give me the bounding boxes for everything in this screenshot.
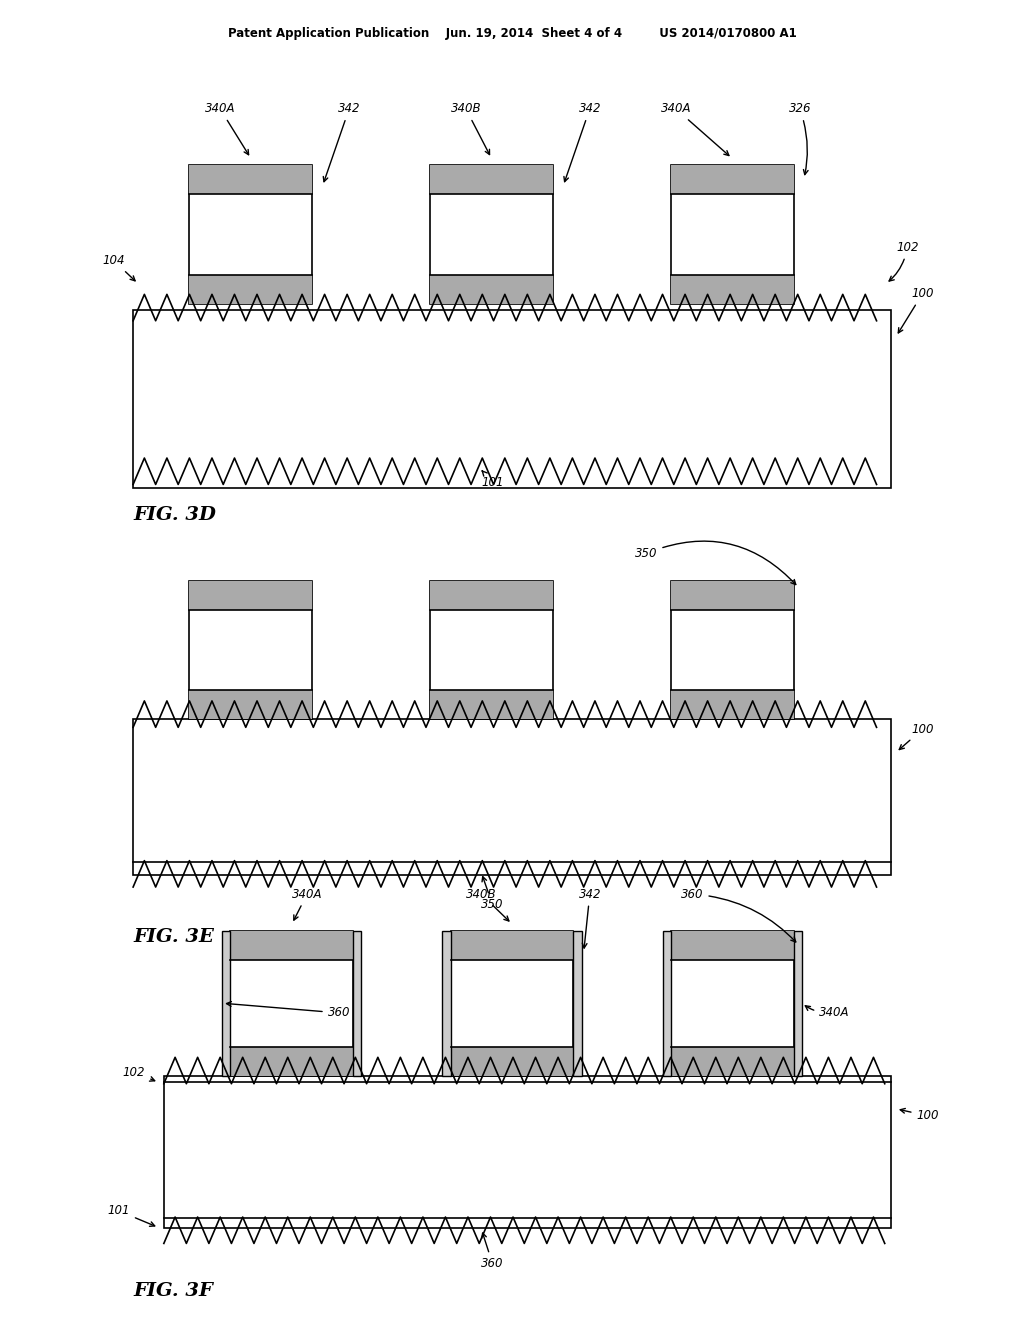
Text: 342: 342 xyxy=(324,102,360,182)
Text: 102: 102 xyxy=(889,240,919,281)
Text: 101: 101 xyxy=(108,1204,155,1226)
Bar xyxy=(189,165,312,304)
Text: 102: 102 xyxy=(123,1065,155,1081)
Bar xyxy=(430,581,553,610)
Bar xyxy=(442,931,451,1076)
Text: 342: 342 xyxy=(564,102,601,182)
Text: 340B: 340B xyxy=(466,887,509,921)
Bar xyxy=(663,931,671,1076)
Bar xyxy=(671,690,794,719)
Text: FIG. 3E: FIG. 3E xyxy=(133,928,214,946)
Bar xyxy=(189,581,312,719)
Text: 101: 101 xyxy=(481,471,504,488)
Text: 340A: 340A xyxy=(205,102,249,154)
Bar xyxy=(671,581,794,719)
Text: FIG. 3D: FIG. 3D xyxy=(133,506,216,524)
Bar xyxy=(671,165,794,304)
Text: 104: 104 xyxy=(102,253,135,281)
Bar xyxy=(671,1047,794,1076)
Bar xyxy=(164,1076,891,1228)
Text: 100: 100 xyxy=(899,722,934,750)
Text: Patent Application Publication    Jun. 19, 2014  Sheet 4 of 4         US 2014/01: Patent Application Publication Jun. 19, … xyxy=(227,26,797,40)
Bar xyxy=(353,931,361,1076)
Text: 340A: 340A xyxy=(805,1006,850,1019)
Text: 326: 326 xyxy=(788,102,811,174)
Text: 360: 360 xyxy=(481,1233,504,1270)
Bar xyxy=(133,310,891,488)
Text: 350: 350 xyxy=(635,541,796,585)
Bar xyxy=(573,931,582,1076)
Bar xyxy=(671,581,794,610)
Bar xyxy=(133,719,891,875)
Bar xyxy=(230,931,353,960)
Text: 100: 100 xyxy=(898,286,934,333)
Text: 340A: 340A xyxy=(660,102,729,156)
Bar xyxy=(430,581,553,719)
Bar xyxy=(430,690,553,719)
Bar xyxy=(189,690,312,719)
Bar xyxy=(189,165,312,194)
Text: 350: 350 xyxy=(481,876,504,911)
Text: 340A: 340A xyxy=(292,887,323,920)
Bar xyxy=(671,931,794,960)
Text: 360: 360 xyxy=(681,887,796,942)
Bar xyxy=(451,931,573,960)
Bar xyxy=(430,165,553,304)
Bar xyxy=(430,165,553,194)
Bar xyxy=(222,931,230,1076)
Bar xyxy=(230,1047,353,1076)
Text: FIG. 3F: FIG. 3F xyxy=(133,1282,213,1300)
Text: 360: 360 xyxy=(226,1002,350,1019)
Bar xyxy=(451,931,573,1076)
Bar xyxy=(451,1047,573,1076)
Text: 100: 100 xyxy=(900,1109,939,1122)
Text: 340B: 340B xyxy=(451,102,489,154)
Bar xyxy=(671,931,794,1076)
Bar xyxy=(794,931,802,1076)
Bar xyxy=(671,165,794,194)
Bar xyxy=(189,275,312,304)
Bar xyxy=(430,275,553,304)
Bar xyxy=(189,581,312,610)
Bar xyxy=(230,931,353,1076)
Bar xyxy=(671,275,794,304)
Text: 342: 342 xyxy=(579,887,601,948)
